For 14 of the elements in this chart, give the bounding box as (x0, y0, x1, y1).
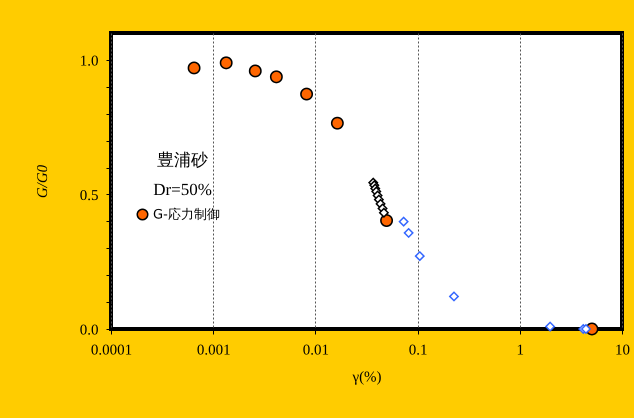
x-tick-label: 0.01 (302, 342, 330, 358)
y-tick-label: 0.5 (80, 188, 98, 204)
x-tick-label: 0.001 (196, 342, 231, 358)
x-tick-label: 1 (516, 342, 524, 358)
y-tick-label: 1.0 (80, 53, 98, 70)
annotation: Dr=50% (153, 180, 212, 199)
x-axis-title: γ(%) (351, 370, 382, 386)
annotation: 豊浦砂 (157, 150, 208, 170)
y-tick-label: 0.0 (80, 322, 98, 338)
x-tick-label: 10 (615, 342, 630, 358)
x-tick-label: 0.0001 (90, 342, 132, 358)
x-tick-label: 0.1 (408, 342, 428, 358)
y-axis-title: G/G0 (34, 164, 51, 198)
legend-label: G-応力制御 (153, 206, 220, 222)
